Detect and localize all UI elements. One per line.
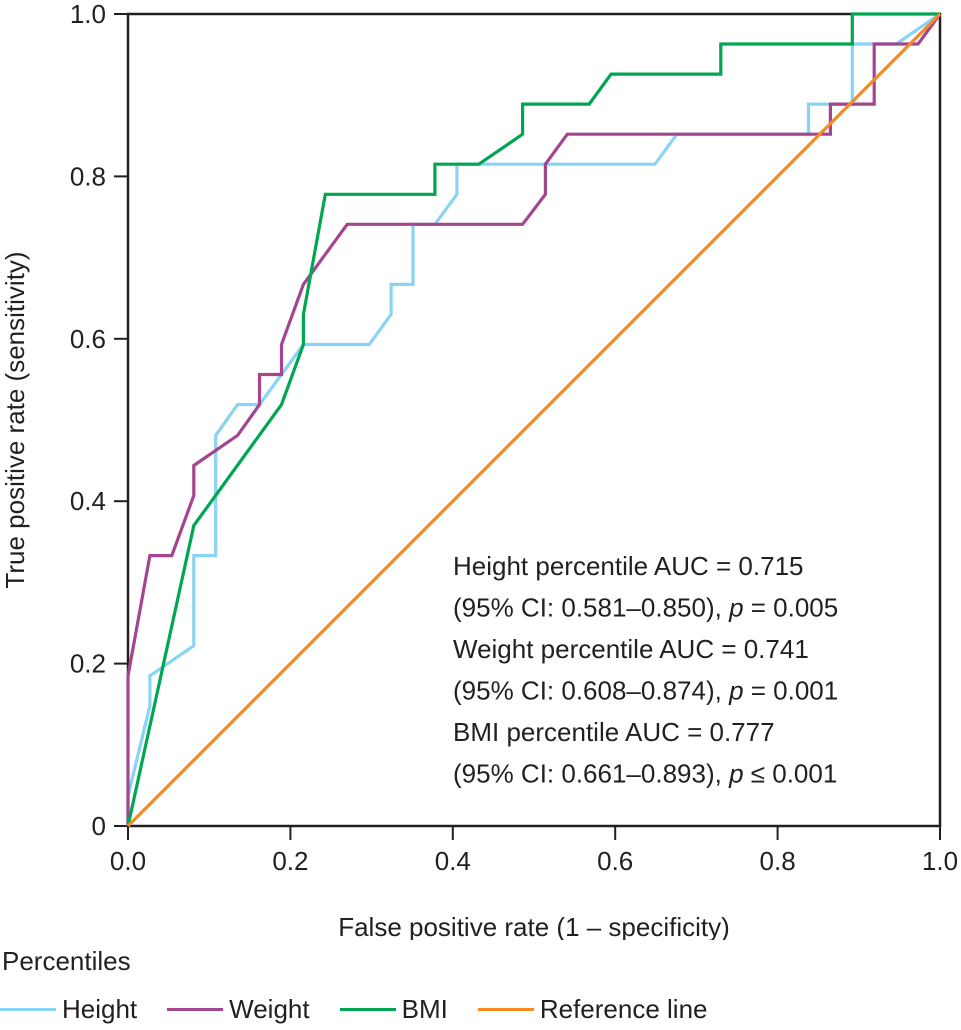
legend-label: Height <box>62 994 138 1024</box>
x-tick-label: 0.4 <box>435 846 471 876</box>
annotation-line: (95% CI: 0.581–0.850), p = 0.005 <box>453 593 838 623</box>
annotation-line: Height percentile AUC = 0.715 <box>453 551 804 581</box>
y-axis-title: True positive rate (sensitivity) <box>0 251 30 588</box>
legend-item-height: Height <box>0 994 137 1025</box>
legend-swatch <box>167 1008 224 1011</box>
x-tick-label: 0.6 <box>597 846 633 876</box>
annotation-line: Weight percentile AUC = 0.741 <box>453 634 809 664</box>
legend: Percentiles Height Weight BMI Reference lin… <box>0 946 961 1025</box>
series-weight <box>126 13 942 826</box>
y-tick-label: 0.4 <box>70 486 106 516</box>
x-tick-label: 0.2 <box>272 846 308 876</box>
x-tick-label: 0.8 <box>760 846 796 876</box>
legend-item-reference-line: Reference line <box>477 994 708 1025</box>
annotation-line: (95% CI: 0.661–0.893), p ≤ 0.001 <box>453 759 837 789</box>
legend-label: Reference line <box>539 994 708 1024</box>
series-group <box>126 12 942 828</box>
y-tick-label: 0.2 <box>70 649 106 679</box>
auc-annotation: Height percentile AUC = 0.715 (95% CI: 0.… <box>453 551 838 789</box>
legend-item-bmi: BMI <box>339 994 448 1025</box>
y-tick-label: 1.0 <box>70 0 106 29</box>
annotation-line: (95% CI: 0.608–0.874), p = 0.001 <box>453 676 838 706</box>
series-reference-line <box>126 12 942 828</box>
x-tick-label: 0.0 <box>110 846 146 876</box>
annotation-line: BMI percentile AUC = 0.777 <box>453 717 775 747</box>
series-height <box>126 12 941 826</box>
legend-swatch <box>0 1008 56 1011</box>
legend-title: Percentiles <box>2 946 131 976</box>
series-bmi <box>126 12 940 827</box>
legend-item-weight: Weight <box>167 994 310 1025</box>
legend-label: BMI <box>401 994 448 1024</box>
x-tick-label: 1.0 <box>922 846 958 876</box>
legend-items: Height Weight BMI Reference line <box>0 994 961 1025</box>
legend-swatch <box>339 1008 396 1011</box>
y-tick-label: 0.8 <box>70 161 106 191</box>
y-tick-label: 0 <box>92 811 106 841</box>
x-axis-title: False positive rate (1 – specificity) <box>338 912 730 940</box>
legend-swatch <box>477 1008 534 1011</box>
legend-label: Weight <box>229 994 310 1024</box>
plot-frame <box>126 12 942 828</box>
y-tick-label: 0.6 <box>70 324 106 354</box>
axes: 0 0.2 0.4 0.6 0.8 1.0 0.0 0.2 0.4 0.6 0.8 1.0 <box>70 0 958 876</box>
roc-chart: 0 0.2 0.4 0.6 0.8 1.0 0.0 0.2 0.4 0.6 0.8 1.0 Heigh… <box>0 0 958 940</box>
